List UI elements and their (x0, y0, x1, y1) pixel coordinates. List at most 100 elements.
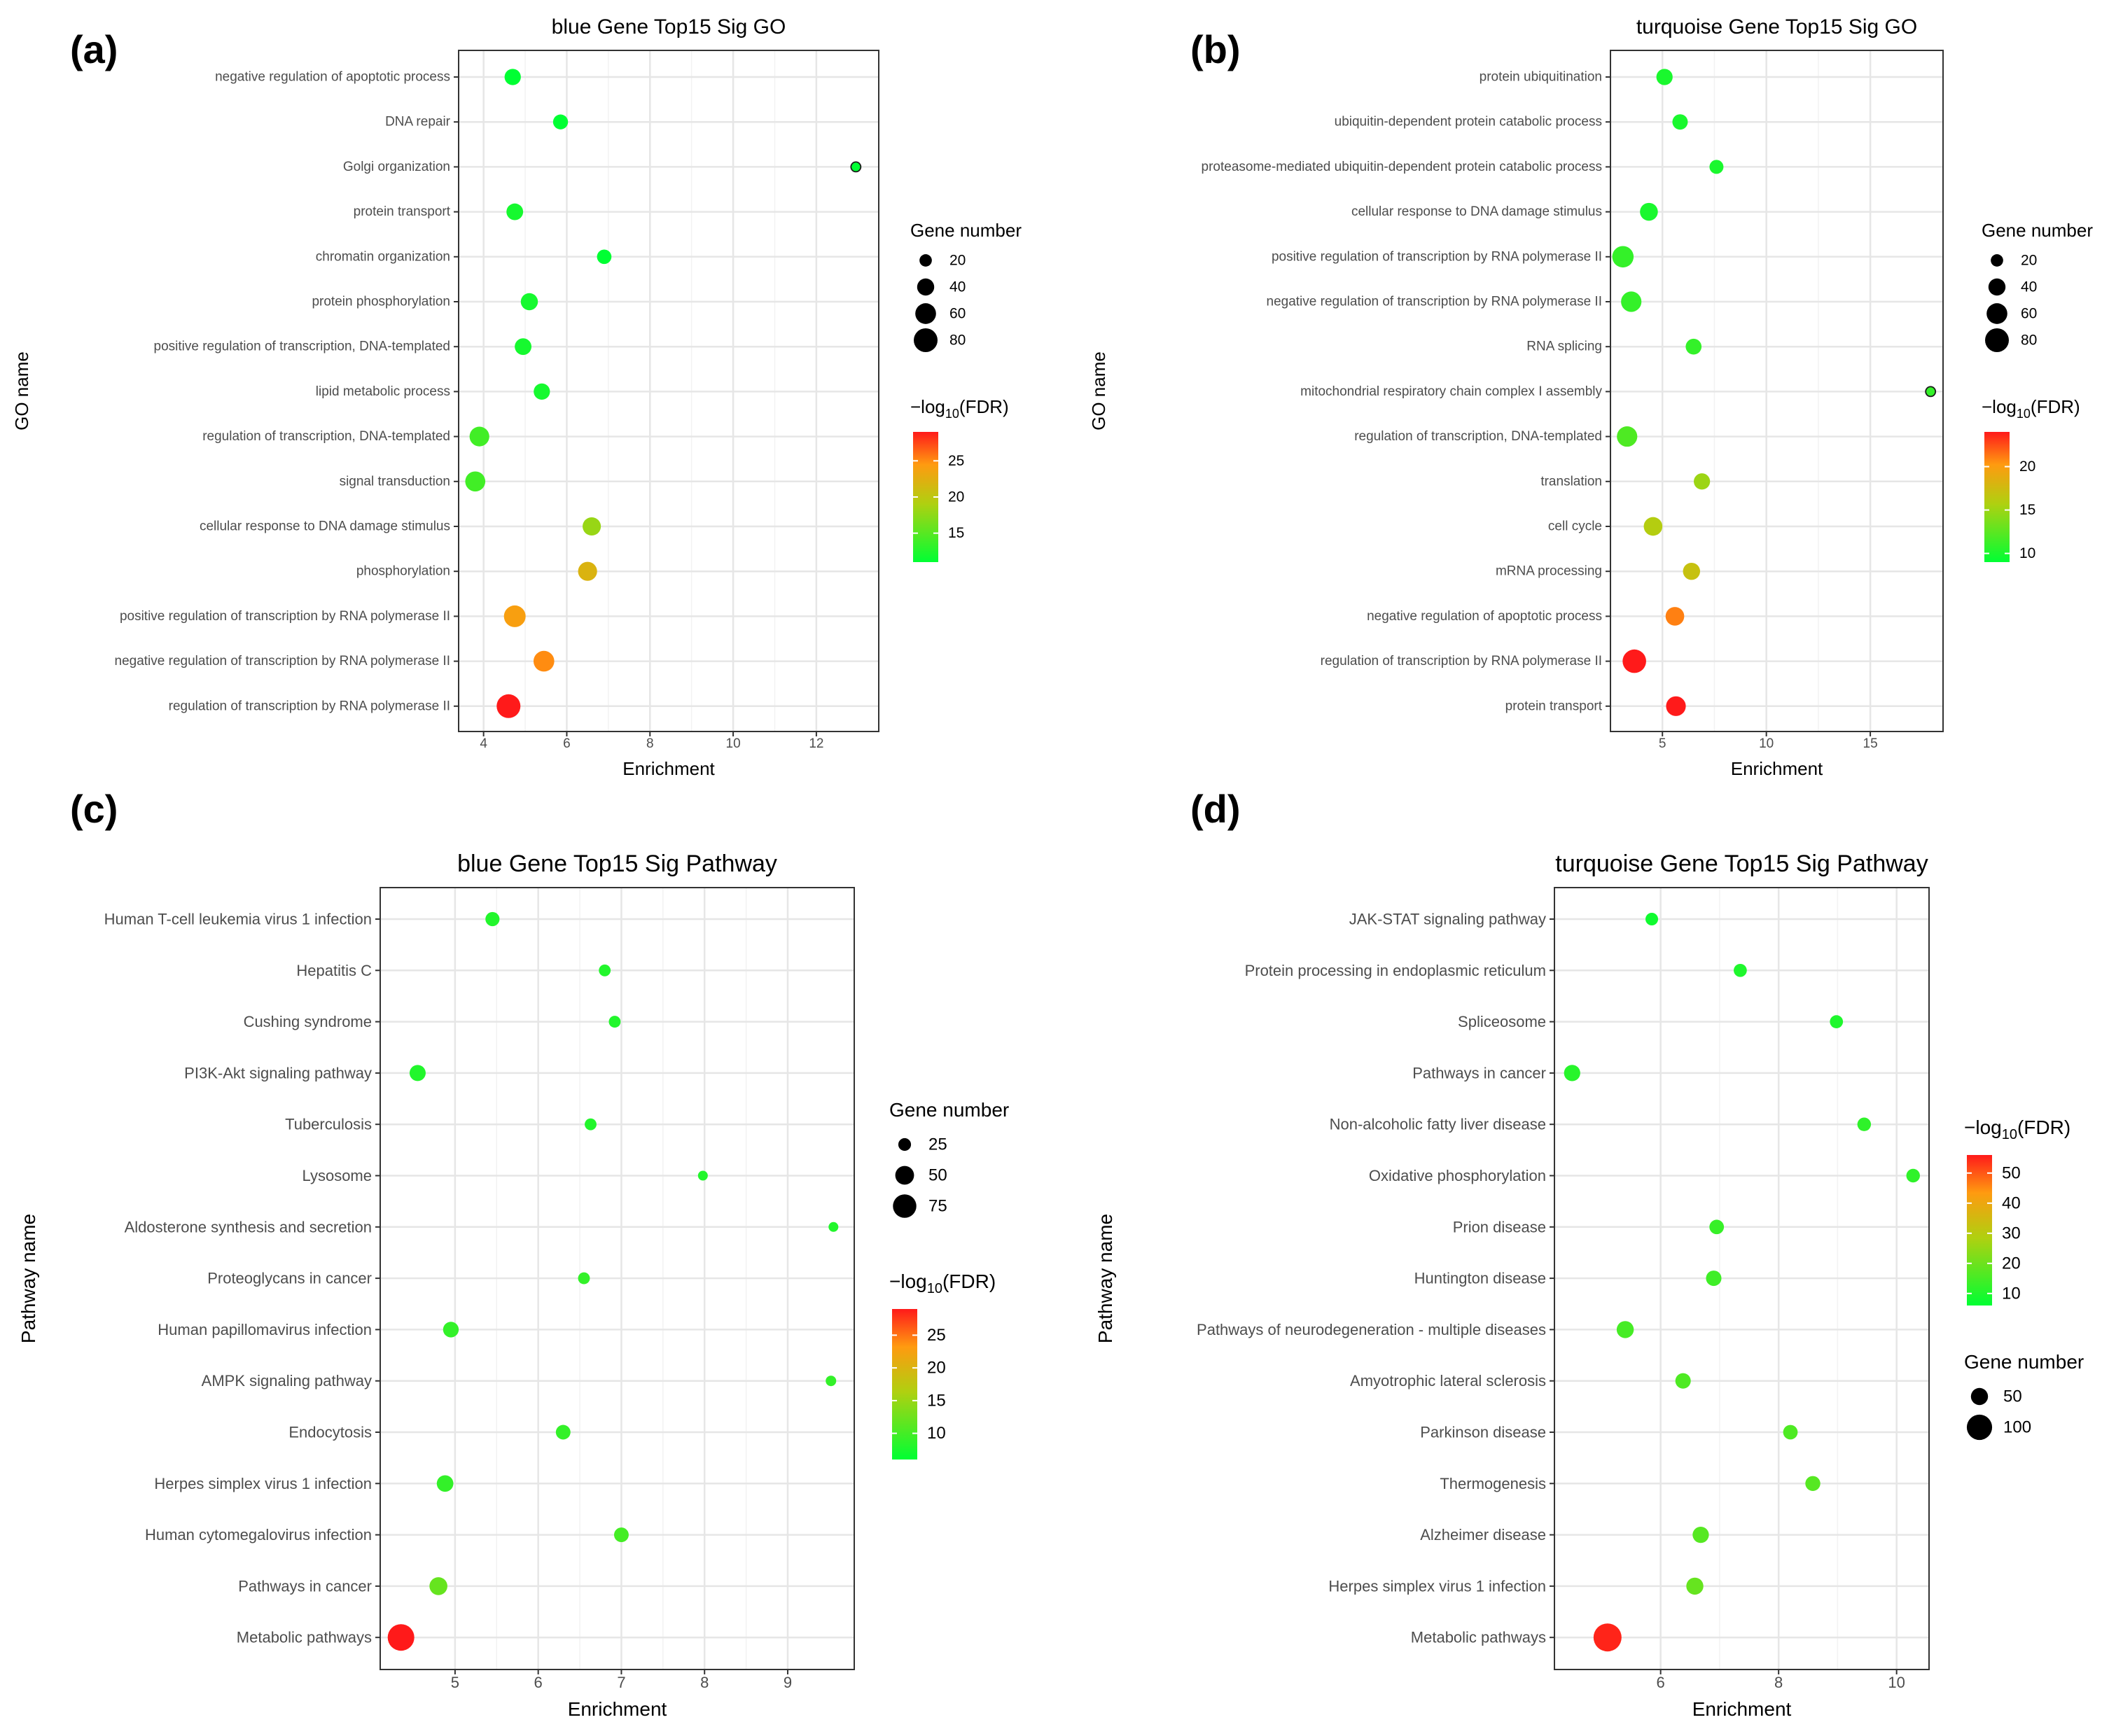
bubble-point (1617, 426, 1638, 447)
size-legend-key (914, 328, 938, 352)
x-tick-label: 15 (1863, 736, 1878, 751)
bubble-point (1672, 114, 1688, 130)
bubble-point (465, 471, 486, 492)
y-tick-label: Cushing syndrome (244, 1013, 372, 1030)
y-tick-label: negative regulation of apoptotic process (215, 70, 450, 85)
y-tick-label: positive regulation of transcription, DN… (154, 340, 450, 354)
bubble-point (597, 249, 612, 265)
color-legend-title-prefix: −log (910, 396, 945, 417)
size-legend-key (1970, 1387, 1989, 1406)
size-legend-key (919, 254, 932, 267)
y-tick-label: Thermogenesis (1440, 1475, 1546, 1492)
y-tick-label: Pathways of neurodegeneration - multiple… (1197, 1321, 1546, 1338)
bubble-point (1643, 517, 1663, 536)
panel-label: (c) (70, 787, 118, 831)
color-legend-title-prefix: −log (889, 1270, 927, 1292)
y-tick-label: Human cytomegalovirus infection (145, 1526, 372, 1544)
y-tick-label: mRNA processing (1496, 564, 1602, 579)
color-legend-label: 20 (2019, 458, 2035, 475)
size-legend-label: 80 (949, 332, 966, 349)
size-legend-label: 100 (2003, 1418, 2031, 1437)
y-tick-label: RNA splicing (1526, 340, 1602, 354)
size-legend-label: 40 (949, 279, 966, 295)
size-legend-label: 60 (949, 306, 966, 322)
color-legend-bar (1984, 432, 2010, 562)
y-tick-label: Parkinson disease (1420, 1424, 1546, 1441)
bubble-point (436, 1475, 454, 1492)
bubble-point (533, 650, 555, 672)
y-tick-label: Non-alcoholic fatty liver disease (1330, 1116, 1546, 1133)
size-legend-key (1986, 303, 2007, 324)
y-tick-label: Pathways in cancer (1412, 1064, 1546, 1082)
y-tick-label: Aldosterone synthesis and secretion (125, 1218, 372, 1236)
x-tick-label: 8 (1774, 1674, 1783, 1691)
size-legend-label: 50 (928, 1166, 947, 1185)
size-legend-key (1988, 278, 2006, 296)
color-legend-label: 25 (927, 1326, 946, 1345)
bubble-point (1645, 913, 1659, 925)
y-tick-label: PI3K-Akt signaling pathway (184, 1064, 372, 1082)
panel-title: turquoise Gene Top15 Sig GO (1636, 15, 1917, 38)
x-tick-label: 12 (809, 736, 823, 751)
bubble-point (1692, 1526, 1709, 1544)
color-legend-title-prefix: −log (1964, 1116, 2002, 1138)
color-legend-title-subscript: 10 (2002, 1127, 2017, 1142)
y-tick-label: phosphorylation (356, 564, 450, 579)
size-legend-key (1991, 254, 2003, 267)
size-legend-key (915, 303, 936, 324)
color-legend-label: 10 (2019, 545, 2035, 561)
bubble-point (1616, 1321, 1634, 1338)
y-tick-label: Hepatitis C (296, 962, 372, 979)
y-tick-label: protein transport (354, 204, 451, 219)
size-legend-title: Gene number (1982, 220, 2093, 241)
y-tick-label: Proteoglycans in cancer (207, 1270, 372, 1287)
y-tick-label: Prion disease (1453, 1218, 1546, 1236)
bubble-point (1706, 1270, 1722, 1287)
y-tick-label: negative regulation of transcription by … (1267, 295, 1602, 309)
bubble-point (1783, 1424, 1798, 1440)
bubble-point (503, 605, 526, 627)
y-tick-label: Amyotrophic lateral sclerosis (1350, 1372, 1546, 1390)
bubble-point (515, 338, 532, 356)
y-tick-label: Oxidative phosphorylation (1369, 1167, 1546, 1184)
x-tick-label: 5 (451, 1674, 459, 1691)
bubble-point (1656, 69, 1673, 85)
x-axis-title: Enrichment (1692, 1698, 1792, 1720)
y-tick-label: cellular response to DNA damage stimulus (200, 519, 450, 534)
y-tick-label: chromatin organization (316, 249, 450, 264)
bubble-point (578, 1272, 590, 1284)
y-tick-label: Herpes simplex virus 1 infection (154, 1475, 372, 1492)
color-legend-label: 25 (948, 453, 964, 469)
size-legend-key (1985, 328, 2009, 352)
y-tick-label: signal transduction (340, 474, 450, 489)
y-tick-label: cellular response to DNA damage stimulus (1351, 204, 1602, 219)
y-axis-title: GO name (1088, 351, 1109, 430)
x-tick-label: 8 (646, 736, 654, 751)
bubble-point (1734, 963, 1747, 977)
x-tick-label: 6 (1657, 1674, 1665, 1691)
bubble-point (443, 1322, 459, 1338)
color-legend-title-suffix: (FDR) (2017, 1116, 2070, 1138)
size-legend-key (898, 1138, 912, 1152)
bubble-point (1640, 202, 1658, 221)
bubble-point (1612, 246, 1634, 268)
bubble-point (1709, 1219, 1725, 1235)
bubble-point (1805, 1476, 1821, 1492)
bubble-point (850, 161, 862, 173)
y-tick-label: Human T-cell leukemia virus 1 infection (104, 911, 372, 928)
bubble-point (469, 426, 489, 447)
y-tick-label: protein transport (1505, 699, 1603, 713)
y-tick-label: JAK-STAT signaling pathway (1349, 911, 1546, 928)
color-legend-label: 50 (2002, 1163, 2021, 1182)
panel-c: (c) blue Gene Top15 Sig Pathway Human T-ce… (18, 787, 1009, 1720)
size-legend-label: 50 (2003, 1387, 2022, 1406)
color-legend-label: 20 (948, 489, 964, 505)
y-tick-label: Herpes simplex virus 1 infection (1328, 1577, 1546, 1595)
bubble-point (506, 203, 524, 220)
bubble-point (520, 293, 538, 311)
size-legend-key (1966, 1414, 1993, 1441)
color-legend-bar (1967, 1155, 1992, 1306)
y-tick-label: Spliceosome (1458, 1013, 1546, 1030)
bubble-point (387, 1624, 415, 1651)
color-legend-title: −log10(FDR) (889, 1270, 996, 1296)
